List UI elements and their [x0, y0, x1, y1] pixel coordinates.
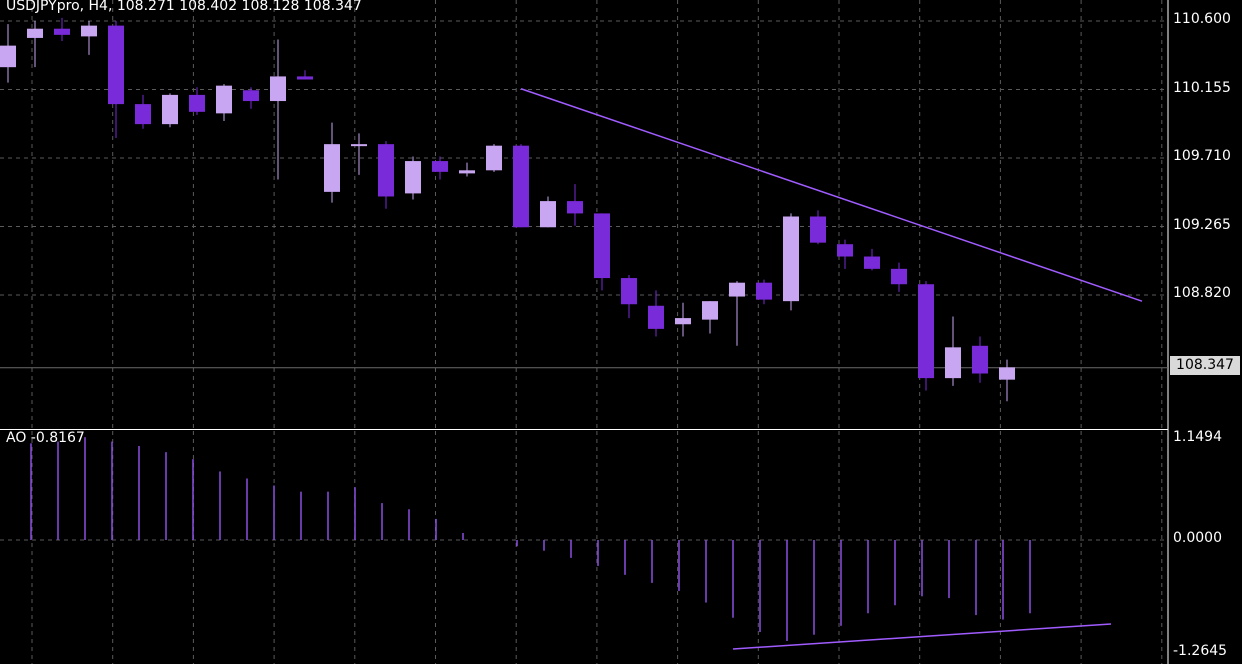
candle-body-bull — [675, 318, 691, 325]
candle-body-bear — [432, 161, 448, 172]
price-tick-label: 110.600 — [1173, 11, 1231, 27]
current-price-label: 108.347 — [1170, 356, 1240, 375]
price-tick-label: 110.155 — [1173, 79, 1231, 96]
candle-body-bull — [945, 347, 961, 379]
candle-body-bull — [27, 28, 43, 38]
candle-body-bull — [324, 144, 340, 192]
candle-body-bull — [405, 161, 421, 194]
candle-body-bear — [864, 256, 880, 269]
candle-body-bear — [513, 145, 529, 228]
candle-body-bull — [216, 85, 232, 114]
candle-body-bear — [837, 244, 853, 257]
ao-tick-label: -1.2645 — [1173, 643, 1228, 659]
candle-body-bull — [0, 45, 16, 68]
candle-body-bear — [297, 76, 313, 80]
symbol-info-header: USDJPYpro, H4, 108.271 108.402 108.128 1… — [6, 0, 362, 14]
candle-body-bull — [351, 144, 367, 147]
candle-body-bull — [486, 145, 502, 171]
candle-body-bear — [972, 345, 988, 374]
candle-body-bear — [108, 25, 124, 105]
candle-body-bear — [135, 104, 151, 125]
ao-trendline — [732, 623, 1112, 650]
candle-body-bear — [756, 282, 772, 300]
candle-body-bear — [54, 28, 70, 35]
candle-body-bear — [567, 201, 583, 214]
candle-body-bear — [648, 305, 664, 329]
candle-body-bull — [81, 25, 97, 37]
price-trendline — [520, 88, 1143, 302]
candle-body-bull — [270, 76, 286, 102]
candle-body-bull — [783, 216, 799, 302]
candle-body-bull — [540, 201, 556, 228]
price-tick-label: 108.820 — [1173, 285, 1231, 301]
ao-tick-label: 1.1494 — [1173, 429, 1222, 445]
candle-body-bull — [162, 94, 178, 125]
candle-body-bear — [189, 94, 205, 112]
candle-body-bear — [810, 216, 826, 243]
price-tick-label: 109.265 — [1173, 216, 1231, 233]
candle-body-bear — [378, 144, 394, 197]
candle-body-bear — [594, 213, 610, 279]
ao-tick-label: 0.0000 — [1173, 530, 1222, 546]
candle-body-bull — [702, 301, 718, 320]
price-tick-label: 109.710 — [1173, 148, 1231, 164]
candle-body-bear — [891, 268, 907, 285]
candle-body-bull — [999, 367, 1015, 380]
candle-body-bull — [459, 170, 475, 174]
candle-body-bear — [243, 90, 259, 102]
candle-body-bear — [621, 278, 637, 305]
candle-body-bear — [918, 284, 934, 379]
indicator-info-header: AO -0.8167 — [6, 430, 85, 446]
candle-body-bull — [729, 282, 745, 297]
